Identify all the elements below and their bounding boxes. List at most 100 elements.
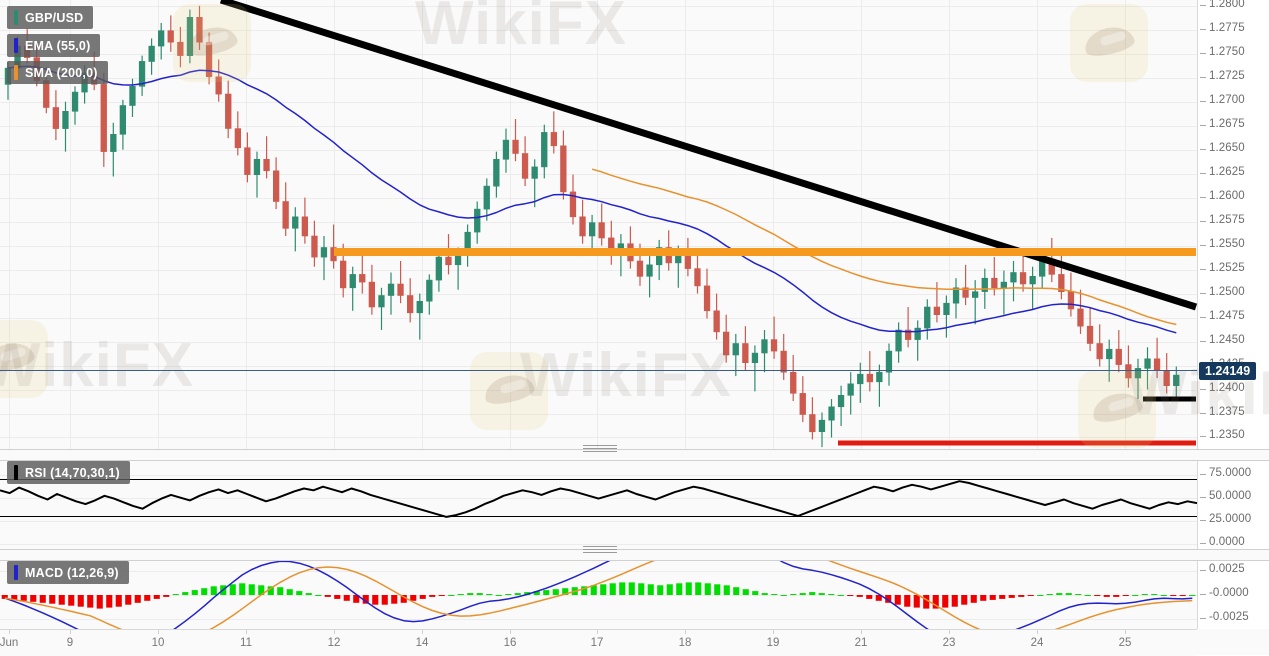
time-tick-label: 16 [503, 637, 517, 649]
current-price-line [0, 370, 1197, 371]
legend-pair[interactable]: GBP/USD [7, 6, 94, 29]
price-rsi-resize-handle[interactable] [583, 445, 617, 454]
gridline [0, 29, 1197, 31]
tick-mark-icon [1200, 76, 1206, 78]
rsi-panel[interactable] [0, 461, 1197, 549]
macd-plot [1, 561, 1196, 629]
macd-tick-label: -0.0025 [1209, 611, 1249, 624]
time-tick-label: Jun [0, 637, 19, 649]
gridline [0, 341, 1197, 343]
rsi-reference-line [0, 479, 1197, 481]
tick-mark-icon [1200, 244, 1206, 246]
gridline [0, 101, 1197, 103]
price-tick-label: 1.2575 [1209, 213, 1245, 226]
legend-ema-label: EMA (55,0) [25, 38, 91, 53]
panel-separator [0, 449, 1269, 450]
time-tick-label: 23 [942, 637, 956, 649]
rsi-reference-line [0, 516, 1197, 517]
macd-tick-label: -0.0000 [1209, 587, 1249, 599]
legend-ema[interactable]: EMA (55,0) [7, 34, 101, 57]
gridline [597, 0, 598, 449]
tick-mark-icon [1200, 100, 1206, 102]
rsi-axis[interactable]: 75.0000 50.0000 25.0000 0.0000 [1197, 461, 1269, 549]
time-tick-label: 14 [415, 637, 429, 649]
legend-rsi[interactable]: RSI (14,70,30,1) [7, 461, 130, 484]
pair-swatch-icon [14, 10, 18, 25]
price-plot [4, 0, 1197, 448]
gridline [0, 413, 1197, 415]
rsi-tick-label: 0.0000 [1209, 535, 1245, 548]
time-tick-mark [773, 630, 774, 634]
gridline [70, 0, 71, 449]
time-tick-label: 21 [854, 637, 868, 649]
rsi-tick-label: 25.0000 [1209, 512, 1252, 525]
time-tick-mark [1125, 630, 1126, 634]
rsi-tick-label: 50.0000 [1209, 489, 1252, 502]
gridline [0, 474, 1197, 476]
tick-mark-icon [1200, 519, 1206, 521]
macd-axis[interactable]: 0.0025 -0.0000 -0.0025 [1197, 561, 1269, 629]
gridline [0, 125, 1197, 127]
gridline [158, 0, 159, 449]
gridline [0, 245, 1197, 247]
time-tick-label: 12 [327, 637, 341, 649]
time-tick-mark [861, 630, 862, 634]
tick-mark-icon [1200, 220, 1206, 222]
legend-pair-label: GBP/USD [25, 10, 84, 25]
time-tick-mark [949, 630, 950, 634]
legend-sma[interactable]: SMA (200,0) [7, 61, 108, 84]
tick-mark-icon [1200, 52, 1206, 54]
price-tick-label: 1.2675 [1209, 117, 1245, 130]
macd-panel[interactable] [0, 561, 1197, 629]
gridline [0, 520, 1197, 522]
gridline [422, 0, 423, 449]
rsi-tick-label: 75.0000 [1209, 466, 1252, 479]
gridline [0, 437, 1197, 439]
tick-mark-icon [1200, 594, 1206, 595]
time-tick-mark [1037, 630, 1038, 634]
rsi-plot [0, 480, 1197, 518]
tick-mark-icon [1200, 316, 1206, 318]
price-tick-label: 1.2775 [1209, 21, 1245, 34]
time-tick-mark [422, 630, 423, 634]
time-tick-mark [685, 630, 686, 634]
legend-macd[interactable]: MACD (12,26,9) [7, 561, 129, 584]
gridline [9, 0, 10, 449]
time-tick-label: 10 [151, 637, 165, 649]
time-tick-mark [597, 630, 598, 634]
tick-mark-icon [1200, 618, 1206, 620]
time-axis[interactable]: Jun 9 10 11 12 14 16 17 18 19 21 23 24 25 [0, 629, 1197, 656]
gridline [0, 149, 1197, 151]
rsi-macd-resize-handle[interactable] [583, 546, 617, 555]
gridline [949, 0, 950, 449]
gridline [0, 543, 1197, 545]
time-tick-label: 9 [66, 637, 74, 649]
price-panel[interactable] [0, 0, 1197, 449]
macd-tick-label: 0.0025 [1209, 562, 1245, 575]
tick-mark-icon [1200, 292, 1206, 294]
tick-mark-icon [1200, 28, 1206, 30]
tick-mark-icon [1200, 196, 1206, 198]
gridline [0, 173, 1197, 175]
gridline [773, 0, 774, 449]
panel-separator [0, 560, 1269, 561]
gridline [0, 269, 1197, 271]
gridline [0, 221, 1197, 223]
gridline [0, 365, 1197, 367]
gridline [1037, 0, 1038, 449]
price-tick-label: 1.2450 [1209, 333, 1245, 346]
gridline [0, 389, 1197, 391]
time-tick-mark [158, 630, 159, 634]
time-tick-mark [510, 630, 511, 634]
time-tick-label: 19 [766, 637, 780, 649]
price-tick-label: 1.2650 [1209, 141, 1245, 154]
gridline [0, 77, 1197, 79]
time-tick-label: 24 [1030, 637, 1044, 649]
gridline [334, 0, 335, 449]
price-axis[interactable]: 1.2800 1.2775 1.2750 1.2725 1.2700 1.2675 1.26… [1197, 0, 1269, 449]
price-tick-label: 1.2725 [1209, 69, 1245, 82]
current-price-badge: 1.24149 [1199, 362, 1257, 380]
price-tick-label: 1.2350 [1209, 429, 1245, 442]
time-tick-mark [246, 630, 247, 634]
time-tick-label: 11 [240, 637, 252, 649]
